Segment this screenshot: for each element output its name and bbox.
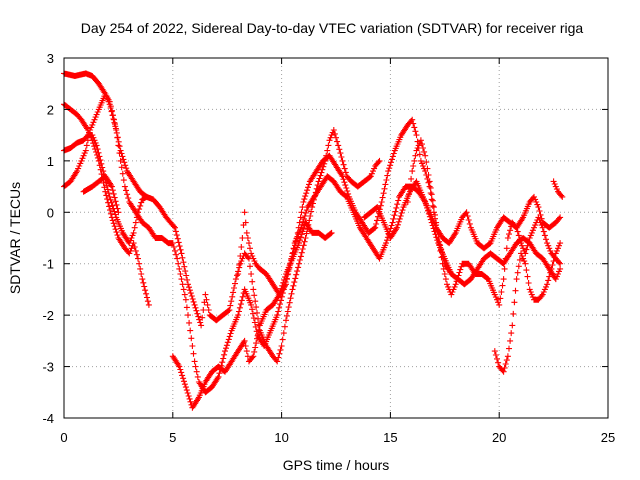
series-track-10 — [491, 240, 564, 375]
y-tick-label: 1 — [47, 154, 54, 169]
plus-marker-path — [491, 240, 564, 375]
y-tick-label: -3 — [42, 360, 54, 375]
chart-title: Day 254 of 2022, Sidereal Day-to-day VTE… — [81, 20, 584, 36]
series-track-9 — [404, 137, 455, 277]
axis-ticks: 0 5 10 15 20 25 -4 -3 -2 -1 0 1 2 3 — [42, 51, 615, 445]
series-track-8 — [361, 178, 564, 252]
y-tick-label: 0 — [47, 205, 54, 220]
y-tick-label: -1 — [42, 257, 54, 272]
y-tick-label: -2 — [42, 308, 54, 323]
plus-marker-path — [361, 178, 564, 252]
y-tick-label: 2 — [47, 102, 54, 117]
grid-lines — [64, 58, 608, 418]
plus-marker-path — [61, 101, 152, 308]
y-tick-label: -4 — [42, 411, 54, 426]
plus-marker-path — [235, 173, 564, 298]
y-tick-label: 3 — [47, 51, 54, 66]
x-tick-label: 15 — [383, 430, 397, 445]
series-track-2 — [61, 101, 152, 308]
plot-frame — [63, 57, 609, 419]
plus-marker-path — [404, 137, 455, 277]
plus-marker-path — [80, 173, 122, 216]
x-tick-label: 10 — [274, 430, 288, 445]
x-axis-label: GPS time / hours — [283, 457, 390, 473]
x-tick-label: 20 — [492, 430, 506, 445]
y-axis-label: SDTVAR / TECUs — [7, 182, 23, 294]
series-track-5 — [80, 173, 122, 216]
series-track-7 — [235, 173, 564, 298]
x-tick-label: 5 — [169, 430, 176, 445]
series-track-11 — [550, 178, 566, 200]
data-points — [61, 70, 566, 411]
x-tick-label: 25 — [601, 430, 615, 445]
x-tick-label: 0 — [60, 430, 67, 445]
plus-marker-path — [550, 178, 566, 200]
